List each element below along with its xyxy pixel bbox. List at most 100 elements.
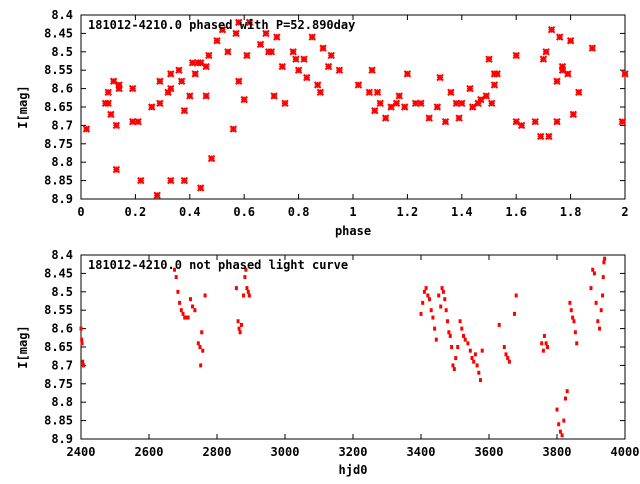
data-point [446, 319, 450, 324]
data-point [463, 337, 467, 342]
x-tick-label: 0.6 [233, 205, 255, 219]
data-point [104, 99, 112, 108]
data-point [191, 304, 195, 309]
data-point [335, 66, 344, 74]
data-point [479, 378, 482, 383]
data-point [180, 106, 189, 115]
data-point [234, 286, 238, 291]
data-point [395, 92, 403, 100]
x-tick-label: 2800 [203, 445, 232, 459]
data-point [235, 77, 243, 85]
data-point [601, 293, 605, 298]
y-tick-label: 8.45 [44, 26, 73, 40]
y-tick-label: 8.4 [51, 8, 73, 22]
data-point [256, 40, 265, 49]
data-point [506, 356, 510, 361]
data-point [547, 26, 556, 34]
x-tick-label: 3400 [407, 445, 436, 459]
data-point [588, 44, 597, 52]
data-point [137, 176, 145, 185]
data-point [203, 293, 207, 298]
data-point [134, 118, 142, 126]
data-point [553, 118, 561, 126]
data-point [371, 106, 379, 115]
data-point [458, 319, 462, 324]
data-point [621, 70, 629, 78]
data-point [107, 110, 115, 119]
y-axis-title: I[mag] [16, 85, 30, 128]
data-point [452, 367, 456, 372]
data-point [447, 330, 451, 335]
y-tick-label: 8.9 [51, 192, 73, 206]
data-point [558, 62, 567, 71]
x-tick-label: 2600 [135, 445, 164, 459]
data-point [177, 77, 186, 85]
plot-frame [80, 14, 626, 200]
data-point [313, 81, 322, 89]
data-point [475, 363, 479, 368]
data-point [456, 345, 460, 349]
data-point [485, 55, 493, 63]
chart-panel-1: 0 0.2 0.4 0.6 0.8 1 1.2 1.4 1.6 1.8 2 8.4 8.45 8.5 8.5… [16, 8, 629, 238]
y-tick-label: 8.7 [51, 118, 73, 132]
data-point [81, 359, 85, 364]
data-point [488, 99, 496, 108]
data-point [81, 363, 85, 368]
data-point [454, 356, 458, 361]
data-point [196, 59, 205, 67]
data-point [514, 293, 518, 298]
data-point [507, 359, 511, 364]
data-point [599, 308, 603, 313]
y-tick-label: 8.5 [51, 285, 73, 299]
data-point [477, 95, 485, 104]
data-point [115, 81, 123, 89]
data-point [436, 73, 444, 82]
data-point [300, 55, 308, 63]
data-point [536, 132, 545, 141]
x-tick-label: 0.2 [125, 205, 147, 219]
data-point [493, 70, 501, 78]
data-point [466, 341, 470, 346]
data-point [490, 81, 499, 89]
x-tick-label: 1.4 [451, 205, 473, 219]
data-point [174, 275, 178, 280]
data-point [354, 81, 363, 89]
data-point [434, 337, 438, 342]
data-series [82, 18, 629, 200]
data-point [437, 293, 441, 298]
data-point [428, 297, 431, 302]
data-point [262, 29, 270, 38]
data-point [497, 322, 501, 327]
data-point [392, 99, 401, 108]
data-point [243, 275, 247, 280]
data-point [167, 70, 175, 78]
data-point [411, 99, 420, 108]
data-point [245, 286, 249, 291]
data-point [324, 62, 333, 71]
data-point [455, 114, 463, 122]
data-point [175, 66, 183, 74]
data-point [128, 84, 137, 93]
data-point [186, 92, 194, 100]
data-point [482, 92, 490, 100]
data-point [462, 333, 465, 338]
data-point [556, 33, 564, 41]
data-point [564, 396, 567, 401]
data-point [242, 293, 246, 298]
data-point [273, 33, 281, 41]
data-point [512, 51, 520, 60]
data-point [480, 348, 484, 353]
chart-title: 181012-4210.0 phased with P=52.890day [88, 18, 355, 32]
data-point [188, 297, 192, 302]
data-point [237, 326, 241, 331]
data-point [555, 407, 559, 412]
data-point [591, 267, 595, 272]
data-point [316, 88, 325, 96]
data-point [238, 330, 242, 335]
data-point [441, 118, 450, 126]
x-tick-label: 2 [621, 205, 628, 219]
x-tick-label: 1.6 [505, 205, 527, 219]
data-point [244, 267, 248, 272]
data-point [433, 103, 442, 111]
